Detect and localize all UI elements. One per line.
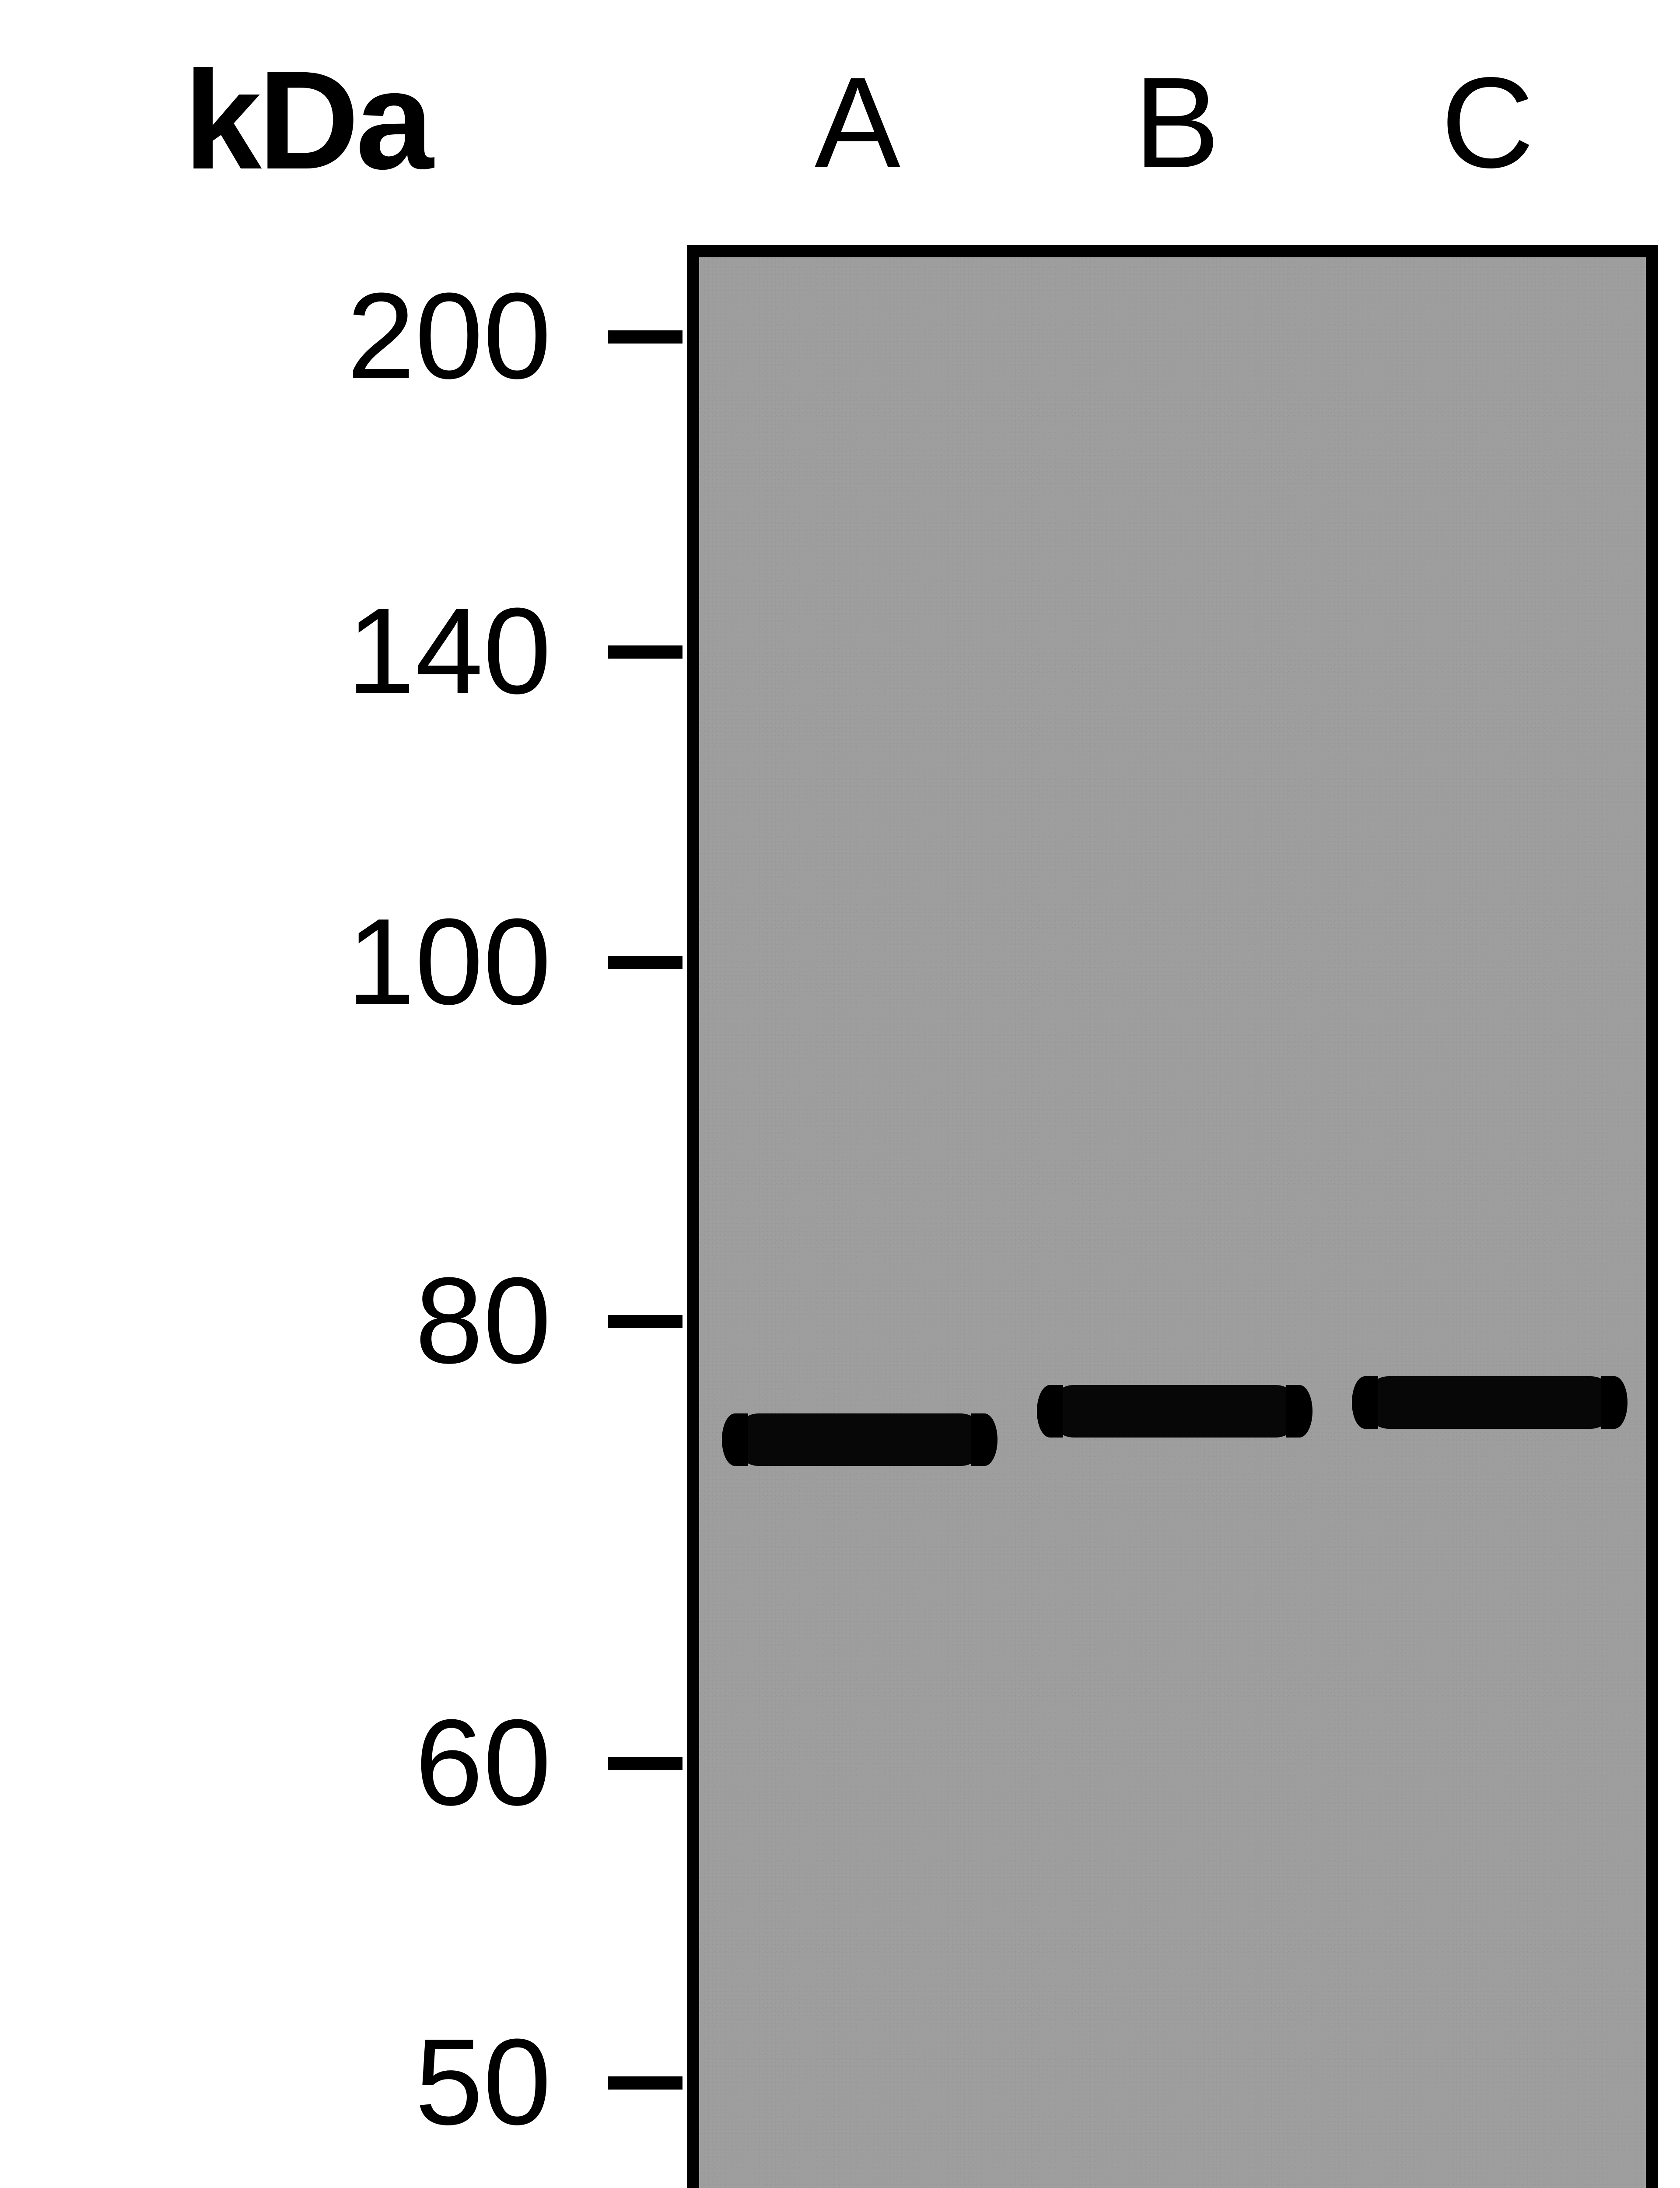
tick-mark (608, 330, 682, 344)
lane-label-b: B (1089, 48, 1264, 197)
tick-mark (608, 956, 682, 969)
tick-label: 100 (347, 892, 551, 1032)
tick-mark (608, 1315, 682, 1328)
blot-border (687, 245, 1658, 2188)
protein-band (1365, 1376, 1614, 1429)
lane-label-c: C (1400, 48, 1575, 197)
protein-band (735, 1413, 984, 1466)
figure-frame: kDa A B C 200140100806050403020 (0, 0, 1680, 2188)
tick-label: 60 (415, 1693, 551, 1833)
tick-mark (608, 2076, 682, 2090)
tick-label: 200 (347, 266, 551, 407)
tick-mark (608, 645, 682, 659)
tick-label: 80 (415, 1251, 551, 1391)
tick-label: 50 (415, 2012, 551, 2153)
protein-band (1050, 1385, 1299, 1438)
tick-mark (608, 1757, 682, 1770)
tick-label: 140 (347, 581, 551, 722)
lane-label-a: A (770, 48, 945, 197)
kda-axis-title: kDa (184, 39, 430, 200)
